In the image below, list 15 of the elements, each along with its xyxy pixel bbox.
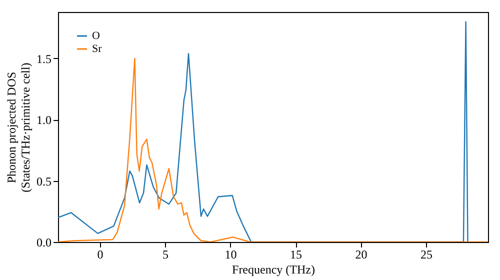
y-tick-label: 0.5	[36, 174, 52, 188]
x-tick-label: 10	[224, 248, 237, 262]
x-axis-title: Frequency (THz)	[232, 262, 315, 276]
legend-label: Sr	[92, 43, 102, 55]
x-tick-label: 25	[420, 248, 433, 262]
x-tick-label: 5	[162, 248, 169, 262]
y-axis-title: Phonon projected DOS (States/THz·primitive cell)	[4, 62, 32, 192]
x-tick-label: 15	[290, 248, 302, 262]
legend-label: O	[92, 30, 100, 42]
y-tick-label: 1.0	[36, 113, 52, 128]
x-tick-label: 0	[97, 248, 104, 262]
y-tick-label: 1.5	[36, 52, 52, 66]
y-tick-label: 0.0	[36, 236, 52, 250]
line-series	[58, 58, 488, 242]
x-tick-label: 20	[355, 248, 368, 262]
